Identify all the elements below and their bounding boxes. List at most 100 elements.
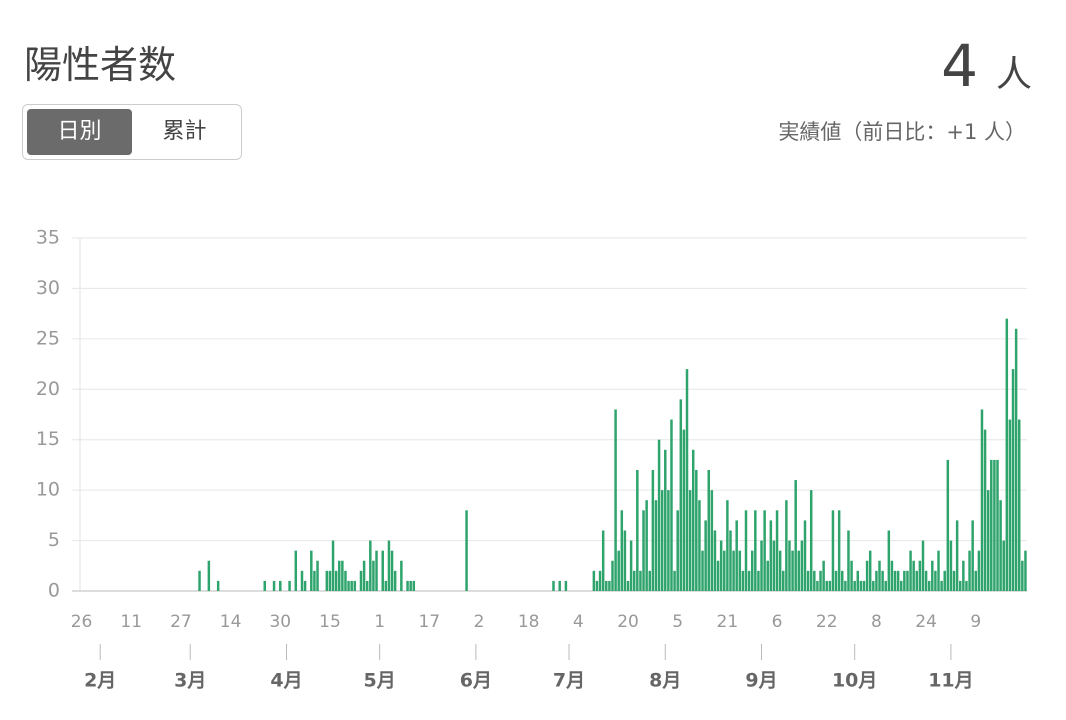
- bar: [1011, 369, 1015, 591]
- bar: [716, 560, 720, 591]
- bar: [844, 580, 847, 591]
- y-tick-label: 35: [36, 227, 60, 249]
- bar: [915, 570, 919, 591]
- bar: [1021, 560, 1024, 591]
- bar: [691, 449, 695, 591]
- bar: [940, 580, 943, 591]
- month-label: 8月: [649, 670, 681, 692]
- bar: [623, 530, 627, 591]
- x-tick-label: 8: [871, 612, 882, 632]
- bar: [750, 550, 754, 591]
- bar: [310, 550, 313, 591]
- x-tick-label: 14: [220, 612, 242, 632]
- bar: [735, 520, 738, 591]
- bar: [1014, 328, 1018, 591]
- bar: [406, 580, 409, 591]
- bar: [847, 530, 850, 591]
- bar: [636, 469, 639, 591]
- bar: [726, 500, 729, 591]
- x-tick-label: 1: [374, 612, 385, 632]
- x-tick-label: 26: [71, 612, 93, 632]
- bar: [763, 510, 766, 591]
- bar: [369, 540, 372, 591]
- bar: [412, 580, 416, 591]
- y-tick-label: 20: [36, 378, 60, 400]
- bar: [713, 530, 717, 591]
- bar: [362, 560, 366, 591]
- bar: [642, 510, 645, 591]
- latest-unit: 人: [995, 54, 1032, 95]
- y-tick-label: 5: [48, 529, 60, 551]
- bar: [990, 459, 993, 591]
- bar: [400, 560, 403, 591]
- bar: [1024, 550, 1027, 591]
- bar: [747, 570, 751, 591]
- x-tick-label: 2: [474, 612, 485, 632]
- x-tick-label: 24: [915, 612, 937, 632]
- bar: [965, 580, 968, 591]
- bar: [881, 570, 884, 591]
- bar: [617, 550, 620, 591]
- month-label: 5月: [364, 670, 396, 692]
- bar: [785, 500, 788, 591]
- bar: [263, 580, 266, 591]
- bar: [862, 580, 866, 591]
- bar: [393, 570, 397, 591]
- y-tick-label: 30: [36, 277, 60, 299]
- bar: [620, 510, 624, 591]
- bar: [465, 510, 468, 591]
- tab[interactable]: 日別: [27, 109, 132, 155]
- bar: [757, 570, 760, 591]
- bar: [893, 570, 897, 591]
- bar: [775, 510, 779, 591]
- bar: [328, 570, 332, 591]
- tab[interactable]: 累計: [162, 119, 207, 144]
- bar: [887, 530, 891, 591]
- bar: [648, 570, 651, 591]
- bar: [943, 570, 946, 591]
- bar: [350, 580, 353, 591]
- bar: [816, 580, 819, 591]
- x-tick-label: 22: [816, 612, 838, 632]
- bar: [704, 520, 707, 591]
- bar: [831, 510, 835, 591]
- bar: [875, 570, 878, 591]
- x-tick-label: 9: [970, 612, 981, 632]
- bar: [608, 580, 611, 591]
- bar: [809, 490, 813, 591]
- bar: [983, 429, 987, 591]
- x-tick-label: 18: [518, 612, 540, 632]
- bar: [955, 520, 959, 591]
- bar: [660, 490, 664, 591]
- bar: [900, 580, 903, 591]
- x-tick-label: 4: [573, 612, 584, 632]
- bar: [797, 550, 801, 591]
- bar: [664, 449, 667, 591]
- bar: [1008, 419, 1012, 591]
- bar: [682, 429, 686, 591]
- bar: [611, 560, 614, 591]
- x-tick-label: 15: [319, 612, 341, 632]
- bar: [1017, 419, 1021, 591]
- bar: [778, 550, 782, 591]
- bar: [921, 540, 925, 591]
- bar: [949, 540, 953, 591]
- bar: [760, 540, 763, 591]
- bar: [872, 580, 875, 591]
- bar: [909, 550, 912, 591]
- bar: [657, 439, 661, 591]
- bar: [552, 580, 555, 591]
- bar: [732, 550, 735, 591]
- bar: [766, 560, 769, 591]
- bar: [595, 580, 599, 591]
- bar: [772, 540, 776, 591]
- bar: [313, 570, 316, 591]
- bar: [999, 500, 1002, 591]
- bar: [331, 540, 335, 591]
- bar: [878, 560, 881, 591]
- bar: [996, 459, 999, 591]
- bar: [325, 570, 329, 591]
- x-tick-label: 27: [170, 612, 192, 632]
